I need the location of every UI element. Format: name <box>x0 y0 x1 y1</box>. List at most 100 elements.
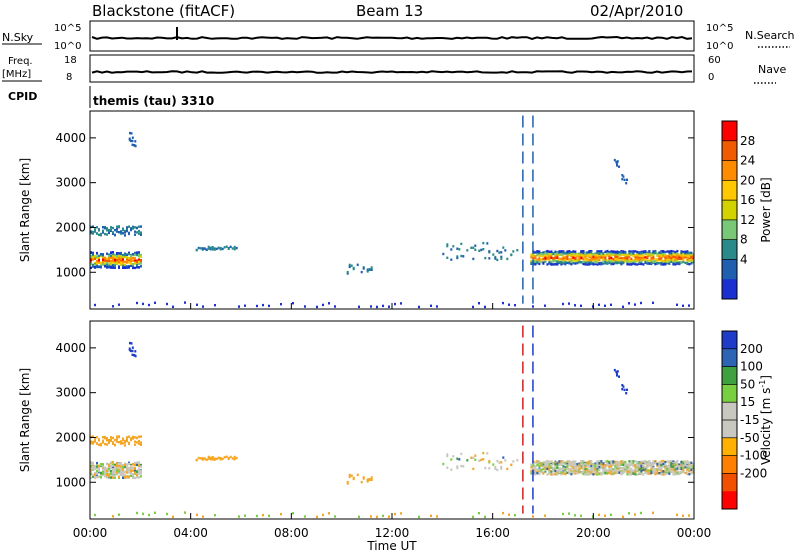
range-gate-cell <box>678 253 681 256</box>
colorbar-tick-label: 24 <box>740 154 755 168</box>
range-gate-cell <box>536 258 539 261</box>
range-gate-cell <box>534 255 537 258</box>
range-gate-cell <box>350 474 353 477</box>
range-gate-cell <box>604 471 607 475</box>
nsearch-tick-bottom: 10^0 <box>706 41 733 52</box>
range-gate-cell <box>130 227 132 230</box>
range-gate-cell <box>130 467 132 470</box>
range-gate-cell <box>550 473 553 476</box>
range-gate-cell <box>602 464 605 467</box>
range-gate-cell <box>120 262 122 266</box>
range-gate-cell <box>638 471 641 474</box>
range-gate-cell <box>138 472 140 476</box>
range-gate-cell <box>680 465 683 468</box>
range-gate-cell <box>684 466 687 469</box>
range-gate-cell <box>642 460 645 463</box>
range-gate-cell <box>154 511 156 514</box>
range-gate-cell <box>596 460 599 463</box>
range-gate-cell <box>664 470 667 473</box>
colorbar-tick-label: 100 <box>740 360 763 374</box>
range-gate-cell <box>548 464 551 468</box>
range-gate-cell <box>668 256 671 259</box>
range-gate-cell <box>128 137 131 140</box>
range-gate-cell <box>621 388 624 391</box>
range-gate-cell <box>122 468 124 471</box>
range-gate-cell <box>546 257 549 261</box>
range-gate-cell <box>494 257 497 260</box>
range-gate-cell <box>110 471 112 475</box>
range-gate-cell <box>658 467 661 471</box>
range-gate-cell <box>590 467 593 470</box>
range-gate-cell <box>219 458 222 461</box>
velocity-colorbar-label: Velocity [m s-1] <box>758 375 773 465</box>
y-tick-label: 2000 <box>55 220 86 234</box>
y-tick-label: 4000 <box>55 341 86 355</box>
range-gate-cell <box>334 305 336 308</box>
range-gate-cell <box>138 251 140 254</box>
x-tick-label: 08:00 <box>274 526 309 540</box>
range-gate-cell <box>494 467 497 470</box>
range-gate-cell <box>120 257 122 260</box>
colorbar-swatch <box>722 140 737 162</box>
range-gate-cell <box>140 233 142 236</box>
range-gate-cell <box>596 258 599 261</box>
range-gate-cell <box>328 302 330 305</box>
range-gate-cell <box>500 467 503 470</box>
range-gate-cell <box>110 461 112 464</box>
range-gate-cell <box>664 258 667 261</box>
range-gate-cell <box>626 256 629 259</box>
range-gate-cell <box>556 464 559 467</box>
range-gate-cell <box>124 444 126 447</box>
range-gate-cell <box>674 473 677 476</box>
range-gate-cell <box>114 463 116 466</box>
range-gate-cell <box>538 472 541 476</box>
range-gate-cell <box>102 256 104 259</box>
range-gate-cell <box>106 437 108 440</box>
range-gate-cell <box>112 436 114 440</box>
range-gate-cell <box>670 255 673 258</box>
range-gate-cell <box>626 470 629 473</box>
range-gate-cell <box>590 253 593 256</box>
range-gate-cell <box>510 253 513 257</box>
range-gate-cell <box>646 260 649 263</box>
range-gate-cell <box>584 465 587 469</box>
range-gate-cell <box>229 455 232 459</box>
range-gate-cell <box>680 255 683 258</box>
range-gate-cell <box>120 461 122 465</box>
range-gate-cell <box>106 476 108 479</box>
range-gate-cell <box>96 475 98 479</box>
colorbar-tick-label: 15 <box>740 395 755 409</box>
y-tick-label: 3000 <box>55 386 86 400</box>
range-gate-cell <box>140 441 142 444</box>
range-gate-cell <box>628 254 631 257</box>
range-gate-cell <box>564 262 567 266</box>
range-gate-cell <box>207 245 210 249</box>
range-gate-cell <box>98 258 100 262</box>
range-gate-cell <box>614 257 617 261</box>
x-tick-label: 00:00 <box>73 526 108 540</box>
range-gate-cell <box>534 465 537 468</box>
range-gate-cell <box>346 270 349 274</box>
range-gate-cell <box>568 302 570 305</box>
range-gate-cell <box>112 266 114 269</box>
range-gate-cell <box>566 464 569 467</box>
range-gate-cell <box>592 473 595 476</box>
range-gate-cell <box>592 263 595 266</box>
range-gate-cell <box>628 468 631 471</box>
range-gate-cell <box>688 463 691 466</box>
range-gate-cell <box>102 466 104 469</box>
range-gate-cell <box>235 246 238 250</box>
range-gate-cell <box>540 252 543 256</box>
range-gate-cell <box>628 255 631 258</box>
range-gate-cell <box>116 252 118 255</box>
range-gate-cell <box>596 466 599 469</box>
colorbar-swatch <box>722 259 737 280</box>
range-gate-cell <box>566 467 569 471</box>
range-gate-cell <box>492 463 495 466</box>
freq-trace <box>91 70 693 74</box>
range-gate-cell <box>678 262 681 265</box>
range-gate-cell <box>140 472 142 475</box>
range-gate-cell <box>586 259 589 262</box>
range-gate-cell <box>108 260 110 263</box>
